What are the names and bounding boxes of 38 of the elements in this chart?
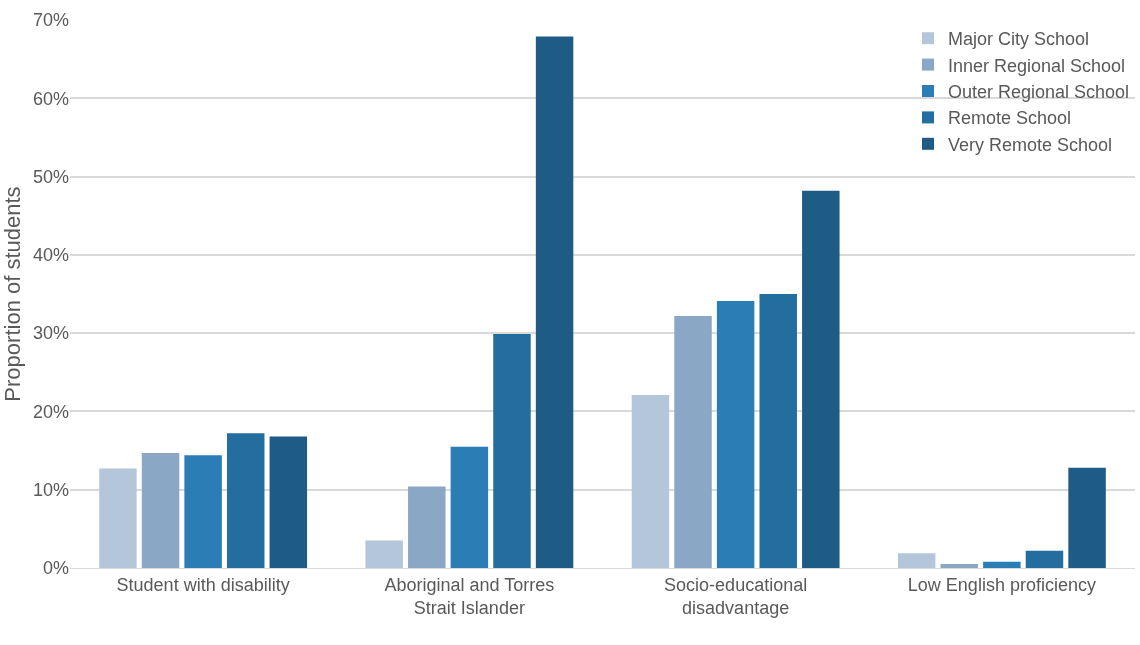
bar xyxy=(184,455,222,568)
legend-label: Remote School xyxy=(948,108,1072,129)
y-tick-label: 70% xyxy=(32,10,69,31)
y-axis-title: Proportion of students xyxy=(0,186,25,402)
y-tick-label: 60% xyxy=(32,88,69,109)
legend-label: Major City School xyxy=(948,29,1090,50)
bar xyxy=(940,564,979,568)
bar xyxy=(99,468,137,568)
x-tick-label: Student with disability xyxy=(116,574,290,595)
bar xyxy=(1025,550,1064,568)
x-tick-label: Socio-educational disadvantage xyxy=(664,574,808,618)
bar xyxy=(365,540,403,568)
bar xyxy=(759,294,797,568)
bar xyxy=(269,436,308,568)
bar xyxy=(408,486,446,568)
bar xyxy=(535,36,574,568)
x-tick-label: Aboriginal and Torres Strait Islander xyxy=(384,574,555,618)
bar xyxy=(226,433,265,568)
bar xyxy=(450,446,489,568)
bar xyxy=(493,333,531,568)
bar xyxy=(631,394,670,568)
bar xyxy=(802,190,840,568)
bar xyxy=(716,301,755,568)
y-tick-label: 0% xyxy=(42,558,69,579)
bar xyxy=(1068,467,1106,568)
bar xyxy=(983,561,1021,568)
x-tick-label: Low English proficiency xyxy=(907,574,1096,595)
y-tick-label: 10% xyxy=(32,480,69,501)
y-tick-label: 30% xyxy=(32,323,69,344)
legend-label: Inner Regional School xyxy=(948,55,1126,76)
legend-label: Very Remote School xyxy=(948,134,1113,155)
bar xyxy=(897,553,936,568)
bar xyxy=(674,315,712,568)
bar xyxy=(141,452,180,568)
y-tick-label: 20% xyxy=(32,401,69,422)
y-tick-label: 50% xyxy=(32,166,69,187)
legend-label: Outer Regional School xyxy=(948,82,1130,103)
y-tick-label: 40% xyxy=(32,245,69,266)
